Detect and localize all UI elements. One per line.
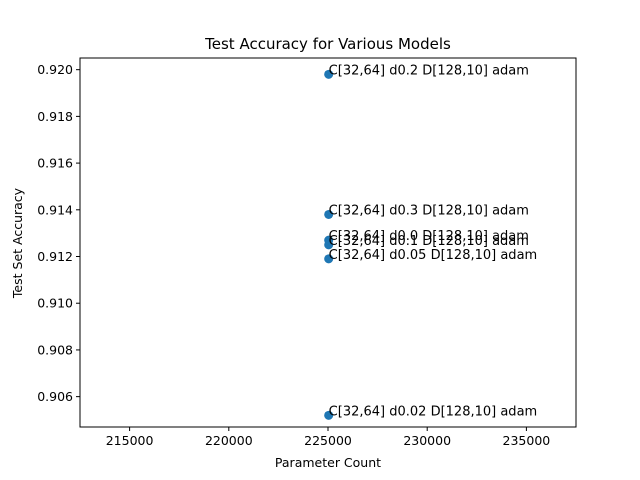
y-tick-label: 0.918 (37, 109, 73, 124)
data-label: C[32,64] d0.0 D[128,10] adam (329, 229, 529, 244)
y-axis-label: Test Set Accuracy (10, 187, 25, 299)
y-tick-label: 0.908 (37, 342, 73, 357)
x-tick-label: 225000 (304, 433, 352, 448)
data-point (324, 254, 334, 264)
x-tick-label: 235000 (503, 433, 551, 448)
x-tick-label: 230000 (403, 433, 451, 448)
y-tick-label: 0.910 (37, 296, 73, 311)
data-point (324, 240, 334, 250)
data-points (324, 69, 334, 420)
y-axis: 0.906 0.908 0.910 0.912 0.914 0.916 0.918 0.920 (37, 62, 80, 404)
x-axis-label: Parameter Count (275, 455, 381, 470)
data-label: C[32,64] d0.1 D[128,10] adam (329, 234, 529, 249)
data-label: C[32,64] d0.3 D[128,10] adam (329, 203, 529, 218)
data-label: C[32,64] d0.02 D[128,10] adam (329, 404, 538, 419)
x-tick-label: 220000 (205, 433, 253, 448)
y-tick-label: 0.906 (37, 389, 73, 404)
data-point (324, 69, 334, 79)
y-tick-label: 0.914 (37, 202, 73, 217)
x-tick-label: 215000 (106, 433, 154, 448)
y-tick-label: 0.920 (37, 62, 73, 77)
data-point (324, 209, 334, 219)
chart-title: Test Accuracy for Various Models (204, 35, 451, 53)
point-labels: C[32,64] d0.2 D[128,10] adam C[32,64] d0.… (329, 63, 538, 419)
data-point (324, 410, 334, 420)
y-tick-label: 0.912 (37, 249, 73, 264)
y-tick-label: 0.916 (37, 156, 73, 171)
data-label: C[32,64] d0.2 D[128,10] adam (329, 63, 529, 78)
x-axis: 215000 220000 225000 230000 235000 (106, 427, 551, 448)
data-label: C[32,64] d0.05 D[128,10] adam (329, 248, 538, 263)
